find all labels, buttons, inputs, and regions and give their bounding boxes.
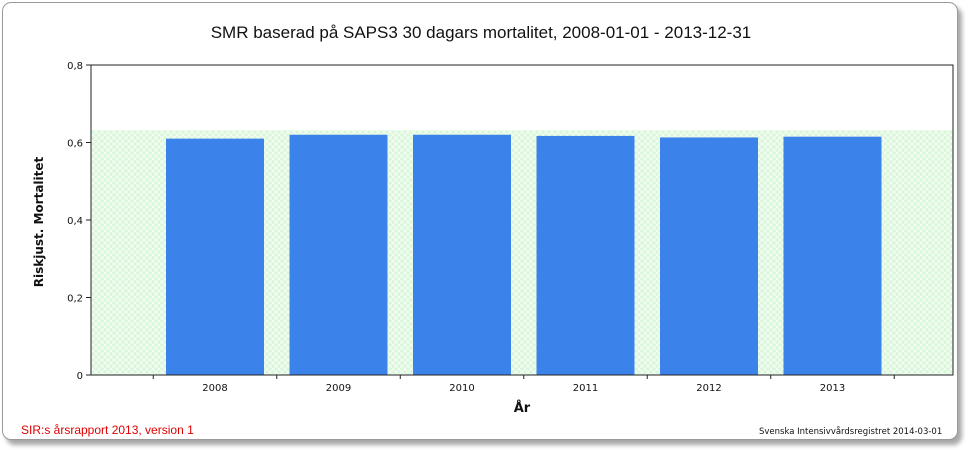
bar-2011 (536, 135, 635, 375)
registry-date-note: Svenska Intensivvårdsregistret 2014-03-0… (759, 427, 943, 437)
chart-frame: SMR baserad på SAPS3 30 dagars mortalite… (2, 2, 958, 440)
y-tick-label: 0,4 (67, 216, 83, 227)
y-tick-label: 0,8 (67, 61, 83, 72)
x-axis-title: År (514, 400, 531, 416)
report-version-note: SIR:s årsrapport 2013, version 1 (21, 423, 194, 437)
bar-2010 (413, 134, 511, 375)
x-tick-label: 2009 (326, 383, 351, 394)
x-tick-label: 2008 (202, 383, 227, 394)
bar-2012 (660, 137, 758, 375)
bar-2008 (166, 138, 264, 375)
x-tick-label: 2010 (449, 383, 474, 394)
bar-2013 (783, 136, 882, 375)
x-tick-label: 2012 (696, 383, 721, 394)
y-tick-label: 0,6 (67, 139, 83, 150)
y-tick-label: 0 (77, 371, 83, 382)
y-tick-label: 0,2 (67, 294, 83, 305)
y-axis-title: Riskjust. Mortalitet (32, 156, 46, 287)
bar-2009 (289, 134, 388, 375)
chart-title: SMR baserad på SAPS3 30 dagars mortalite… (210, 23, 752, 42)
x-tick-label: 2011 (573, 383, 598, 394)
plot-area: 0 0,2 0,4 0,6 0,8 2008 2009 2010 2011 2012 2013 (67, 61, 954, 394)
x-tick-label: 2013 (820, 383, 845, 394)
bar-chart: 0 0,2 0,4 0,6 0,8 2008 2009 2010 2011 2012 2013 Ri… (32, 61, 954, 416)
